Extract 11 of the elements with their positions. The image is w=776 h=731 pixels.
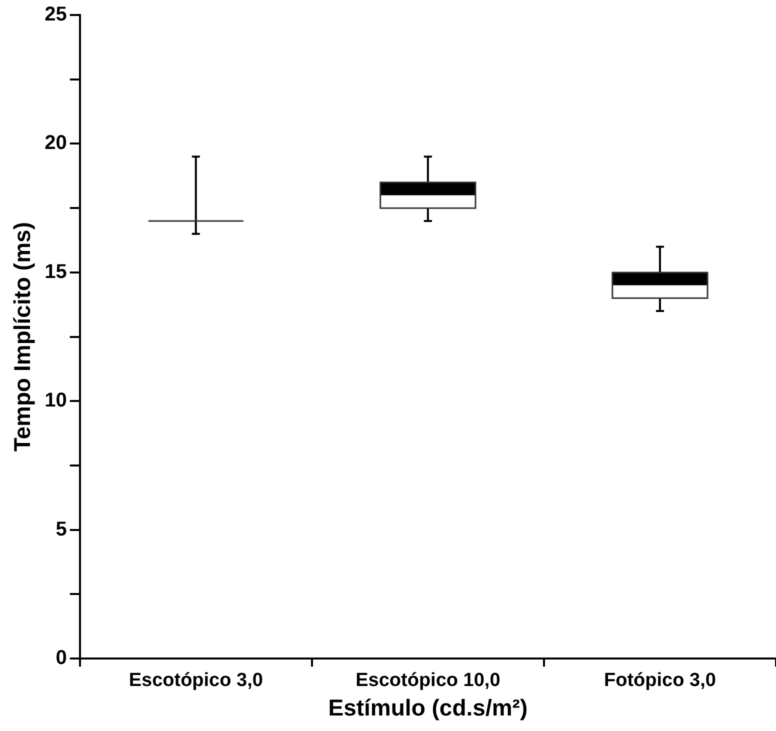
x-tick-label: Fotópico 3,0 [604, 670, 716, 692]
x-axis-title: Estímulo (cd.s/m²) [328, 694, 528, 721]
y-axis-title: Tempo Implícito (ms) [9, 222, 36, 452]
y-tick-label: 0 [56, 647, 67, 670]
y-tick-label: 25 [44, 4, 67, 26]
x-tick-label: Escotópico 3,0 [128, 670, 263, 692]
y-tick-label: 10 [44, 390, 67, 412]
y-tick-label: 20 [44, 132, 67, 154]
x-tick-label: Escotópico 10,0 [356, 670, 500, 692]
y-tick-label: 5 [56, 518, 67, 540]
y-tick-label: 15 [44, 260, 67, 283]
